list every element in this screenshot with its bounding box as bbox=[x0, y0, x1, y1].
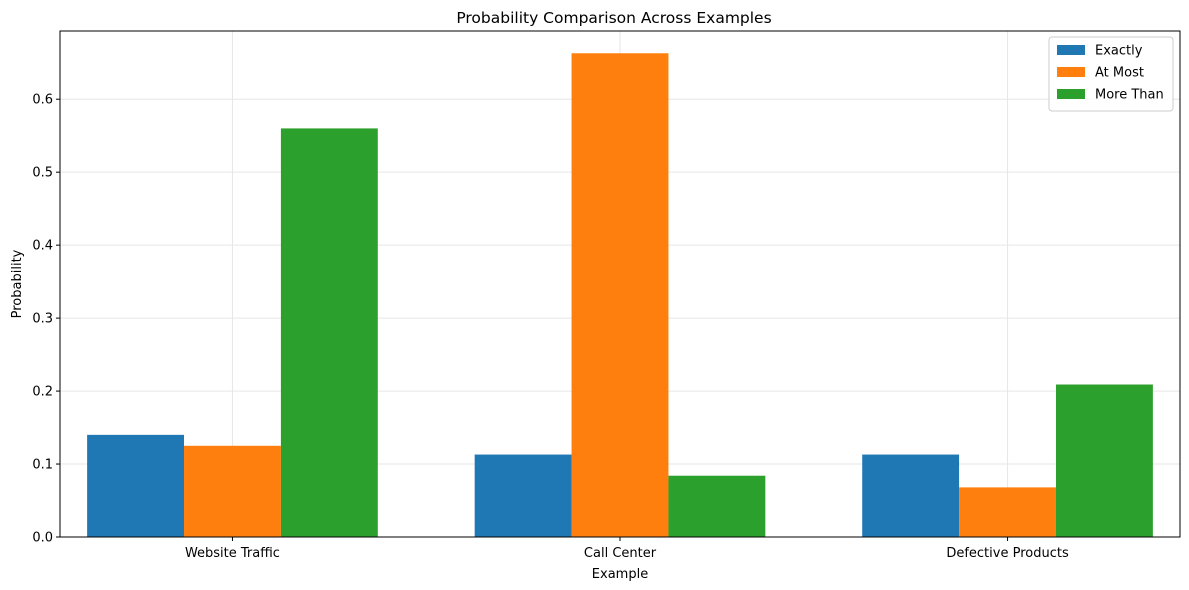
x-axis-label: Example bbox=[592, 567, 648, 582]
legend-swatch bbox=[1057, 89, 1085, 99]
legend-swatch bbox=[1057, 45, 1085, 55]
y-tick-label: 0.1 bbox=[32, 458, 53, 473]
bar-exactly bbox=[87, 434, 185, 537]
legend: Exactly At Most More Than bbox=[1048, 36, 1174, 112]
bar-exactly bbox=[474, 454, 572, 537]
bar-more-than bbox=[280, 128, 378, 537]
bar-at-most bbox=[571, 53, 669, 537]
bar-more-than bbox=[1055, 384, 1153, 537]
legend-swatch bbox=[1057, 67, 1085, 77]
bars bbox=[87, 53, 1153, 537]
x-tick-label: Website Traffic bbox=[185, 546, 280, 561]
chart-title: Probability Comparison Across Examples bbox=[456, 9, 771, 27]
y-axis-label: Probability bbox=[10, 249, 25, 318]
y-tick-label: 0.3 bbox=[32, 312, 53, 327]
legend-label: At Most bbox=[1095, 66, 1144, 81]
bar-more-than bbox=[668, 475, 766, 537]
y-tick-label: 0.5 bbox=[32, 166, 53, 181]
x-tick-label: Defective Products bbox=[946, 546, 1069, 561]
y-tick-label: 0.4 bbox=[32, 239, 53, 254]
bar-at-most bbox=[959, 487, 1056, 537]
bar-at-most bbox=[184, 445, 281, 537]
x-tick-label: Call Center bbox=[584, 546, 657, 561]
legend-label: Exactly bbox=[1095, 44, 1143, 59]
y-tick-label: 0.0 bbox=[32, 531, 53, 546]
legend-label: More Than bbox=[1095, 88, 1164, 103]
y-tick-label: 0.6 bbox=[32, 93, 53, 108]
y-axis-ticks: 0.0 0.1 0.2 0.3 0.4 0.5 0.6 bbox=[32, 93, 60, 546]
bar-exactly bbox=[862, 454, 960, 537]
y-tick-label: 0.2 bbox=[32, 385, 53, 400]
x-axis-ticks: Website Traffic Call Center Defective Prod… bbox=[185, 537, 1069, 561]
